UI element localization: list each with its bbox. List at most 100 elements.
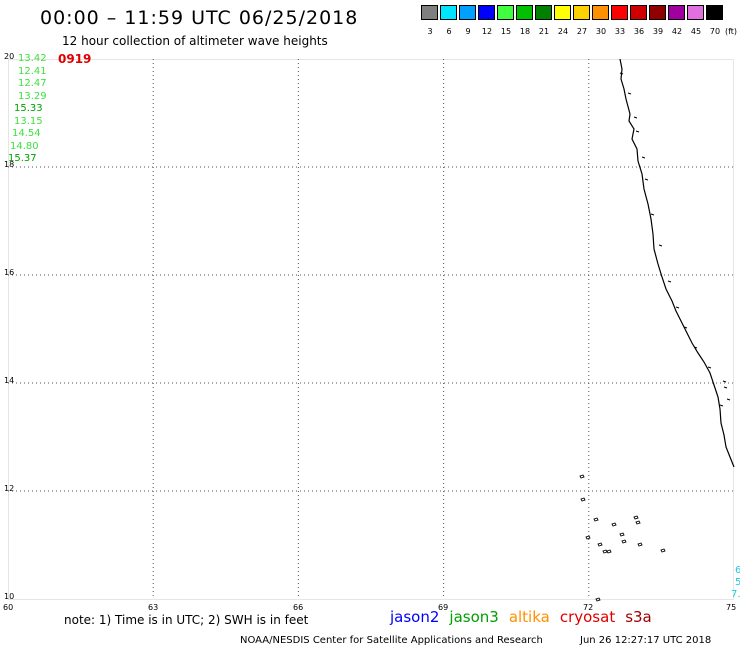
page-title: 00:00 – 11:59 UTC 06/25/2018 (40, 7, 359, 29)
note-text: note: 1) Time is in UTC; 2) SWH is in fe… (64, 613, 309, 627)
scale-label-33: 33 (614, 27, 626, 36)
edge-wave-label: 5 (735, 577, 740, 588)
scale-label-3: 3 (427, 27, 433, 36)
coastline-detail (658, 244, 663, 247)
coastline-detail (722, 380, 727, 383)
coastline-detail (627, 92, 632, 95)
edge-wave-label: 6 (735, 565, 740, 576)
scale-swatch-45 (687, 5, 704, 20)
lat-label-14: 14 (4, 376, 15, 385)
wave-height-label: 13.42 (18, 53, 47, 64)
scale-label-45: 45 (690, 27, 702, 36)
coastline-detail (719, 404, 724, 407)
scale-label-30: 30 (595, 27, 607, 36)
scale-label-15: 15 (500, 27, 512, 36)
island (593, 517, 599, 522)
scale-swatch-30 (592, 5, 609, 20)
wave-height-label: 14.54 (12, 128, 41, 139)
scale-label-18: 18 (519, 27, 531, 36)
wave-height-label: 15.37 (8, 153, 37, 164)
scale-swatch-3 (421, 5, 438, 20)
island (660, 548, 666, 553)
lon-label-69: 69 (438, 603, 449, 612)
footer-credit: NOAA/NESDIS Center for Satellite Applica… (240, 635, 543, 646)
wave-height-label: 12.41 (18, 65, 47, 77)
scale-swatch-70 (706, 5, 723, 20)
coastline-detail (619, 72, 624, 75)
lon-label-63: 63 (148, 603, 159, 612)
scale-swatch-42 (668, 5, 685, 20)
coastline-detail (641, 156, 646, 159)
lon-label-60: 60 (3, 603, 14, 612)
wave-height-map (8, 59, 735, 602)
lat-label-20: 20 (4, 52, 15, 61)
mission-legend: jason2 jason3 altika cryosat s3a (390, 608, 662, 626)
scale-swatch-21 (535, 5, 552, 20)
page-subtitle: 12 hour collection of altimeter wave hei… (62, 34, 328, 48)
scale-swatch-27 (573, 5, 590, 20)
scale-label-42: 42 (671, 27, 683, 36)
scale-swatch-24 (554, 5, 571, 20)
lat-label-12: 12 (4, 484, 15, 493)
island (585, 535, 591, 540)
lon-label-75: 75 (726, 603, 737, 612)
scale-label-6: 6 (446, 27, 452, 36)
island (611, 522, 617, 527)
island (595, 597, 601, 602)
mission-s3a: s3a (625, 608, 652, 626)
island (606, 549, 612, 554)
wave-height-label: 15.33 (14, 103, 43, 114)
scale-swatch-33 (611, 5, 628, 20)
scale-label-12: 12 (481, 27, 493, 36)
lon-label-72: 72 (583, 603, 594, 612)
coastline-detail (650, 213, 655, 216)
scale-label-9: 9 (465, 27, 471, 36)
scale-label-39: 39 (652, 27, 664, 36)
scale-swatch-18 (516, 5, 533, 20)
scale-unit-label: (ft) (724, 27, 738, 36)
scale-label-27: 27 (576, 27, 588, 36)
lat-label-10: 10 (4, 592, 15, 601)
coastline-detail (633, 116, 638, 119)
island (580, 497, 586, 502)
coastline-detail (644, 178, 649, 181)
scale-swatch-6 (440, 5, 457, 20)
scale-swatch-39 (649, 5, 666, 20)
coastline-detail (667, 280, 672, 283)
island (597, 542, 603, 547)
wave-height-label: 12.47 (18, 78, 47, 89)
coastline-detail (726, 398, 731, 401)
map-frame (8, 59, 734, 600)
coastline-detail (723, 386, 728, 389)
mission-altika: altika (508, 608, 550, 626)
scale-label-24: 24 (557, 27, 569, 36)
island (619, 532, 625, 537)
scale-swatch-9 (459, 5, 476, 20)
island (633, 515, 639, 520)
lon-label-66: 66 (293, 603, 304, 612)
lat-label-18: 18 (4, 160, 15, 169)
coastline (619, 59, 735, 468)
coastline-detail (707, 366, 712, 369)
track-id-label: 0919 (58, 52, 92, 66)
scale-label-70: 70 (709, 27, 721, 36)
scale-label-21: 21 (538, 27, 550, 36)
scale-swatch-15 (497, 5, 514, 20)
coastline-detail (683, 326, 688, 329)
scale-label-36: 36 (633, 27, 645, 36)
coastline-detail (693, 346, 698, 349)
wave-height-label: 13.29 (18, 90, 47, 102)
scale-swatch-36 (630, 5, 647, 20)
island (637, 542, 643, 547)
island (579, 474, 585, 479)
edge-wave-label: 7. (731, 589, 740, 600)
wave-height-label: 13.15 (14, 115, 43, 127)
coastline-detail (675, 306, 680, 309)
island (635, 520, 641, 525)
mission-jason2: jason2 (390, 608, 440, 626)
mission-jason3: jason3 (449, 608, 499, 626)
scale-swatch-12 (478, 5, 495, 20)
coastline-detail (635, 130, 640, 133)
island (621, 539, 627, 544)
mission-cryosat: cryosat (559, 608, 616, 626)
